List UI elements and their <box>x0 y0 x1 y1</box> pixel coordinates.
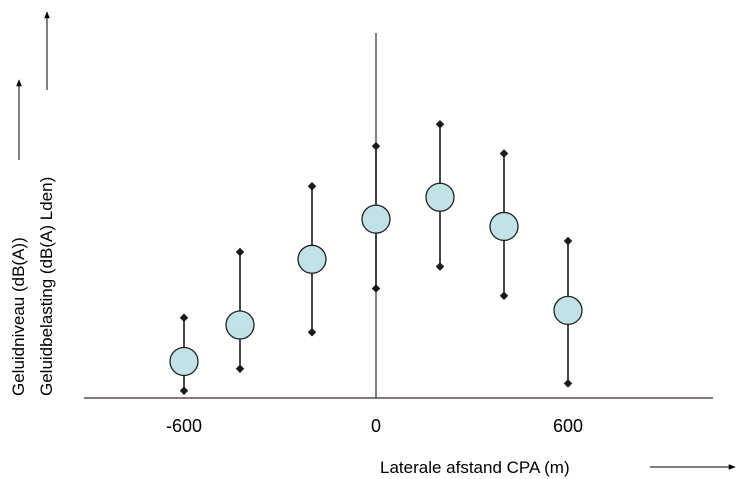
data-marker-0 <box>169 346 199 377</box>
error-cap-high-6 <box>563 236 573 246</box>
x-tick-labels: -600 0 600 <box>166 416 583 436</box>
y-axis-label-1: Geluidniveau (dB(A)) <box>9 237 28 396</box>
data-point-5 <box>489 149 519 301</box>
x-tick-label-1: 0 <box>371 416 381 436</box>
data-marker-2 <box>297 244 327 274</box>
data-point-0 <box>169 313 199 395</box>
data-marker-4 <box>425 182 455 212</box>
data-point-4 <box>425 120 455 271</box>
x-axis-label: Laterale afstand CPA (m) <box>380 458 570 477</box>
error-cap-high-5 <box>499 149 509 158</box>
error-cap-low-4 <box>435 262 445 271</box>
x-tick-label-2: 600 <box>553 416 583 436</box>
error-cap-high-3 <box>371 141 381 151</box>
data-point-6 <box>553 236 583 388</box>
data-point-3 <box>361 141 391 293</box>
data-point-2 <box>297 182 327 337</box>
error-cap-low-5 <box>499 291 509 301</box>
x-tick-label-0: -600 <box>166 416 202 436</box>
data-marker-6 <box>553 295 583 326</box>
error-cap-low-1 <box>235 364 245 374</box>
data-marks <box>169 120 583 395</box>
y-axis-label-2: Geluidbelasting (dB(A) Lden) <box>37 177 56 396</box>
data-point-1 <box>225 247 255 374</box>
error-cap-low-0 <box>179 386 189 395</box>
data-marker-5 <box>489 211 519 242</box>
error-cap-low-3 <box>371 284 381 293</box>
error-cap-low-2 <box>307 328 317 337</box>
error-cap-high-2 <box>307 182 317 191</box>
error-cap-high-4 <box>435 120 445 129</box>
error-cap-low-6 <box>563 379 573 388</box>
error-cap-high-0 <box>179 313 189 322</box>
data-marker-3 <box>361 204 391 234</box>
error-cap-high-1 <box>235 247 245 257</box>
data-marker-1 <box>225 310 255 340</box>
